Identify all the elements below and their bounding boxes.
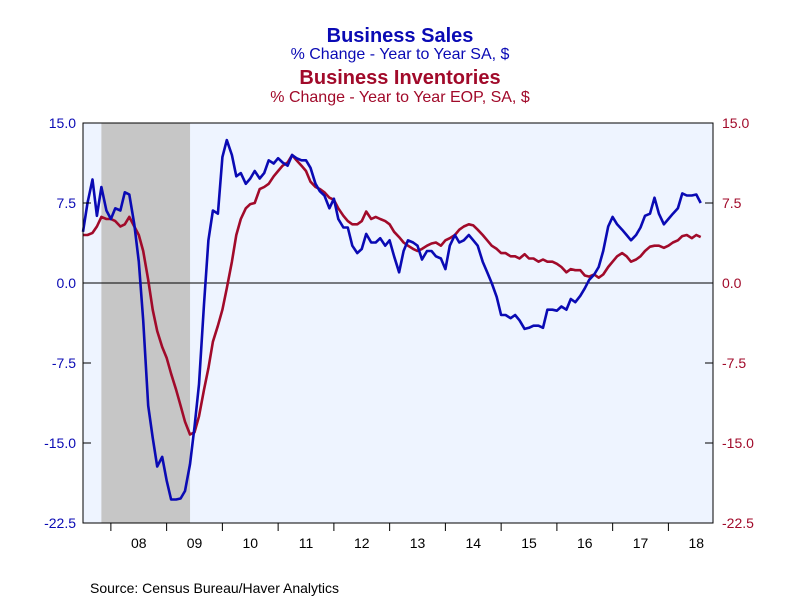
inventories-title: Business Inventories: [299, 67, 500, 89]
x-tick-label: 18: [688, 535, 704, 551]
x-tick-label: 09: [187, 535, 203, 551]
x-tick-label: 12: [354, 535, 370, 551]
inventories-line: [83, 153, 702, 436]
right-tick-label: 0.0: [722, 275, 742, 291]
left-tick-label: -22.5: [44, 515, 76, 531]
right-tick-label: -15.0: [722, 435, 754, 451]
recession-shade: [101, 123, 191, 523]
inventories-subtitle: % Change - Year to Year EOP, SA, $: [270, 89, 530, 106]
x-tick-label: 16: [577, 535, 593, 551]
series-layer: [81, 138, 702, 501]
sales-line: [81, 138, 702, 501]
left-tick-label: -7.5: [52, 355, 76, 371]
right-axis: 15.0 7.5 0.0 -7.5 -15.0 -22.5: [705, 115, 754, 531]
sales-subtitle: % Change - Year to Year SA, $: [291, 46, 510, 63]
x-tick-label: 08: [131, 535, 147, 551]
source-note: Source: Census Bureau/Haver Analytics: [90, 580, 339, 596]
right-tick-label: -22.5: [722, 515, 754, 531]
left-tick-label: 15.0: [49, 115, 76, 131]
left-tick-label: 0.0: [57, 275, 77, 291]
plot-frame: [82, 122, 714, 524]
x-tick-label: 17: [633, 535, 649, 551]
sales-title: Business Sales: [327, 25, 474, 47]
right-tick-label: 15.0: [722, 115, 749, 131]
x-tick-label: 15: [521, 535, 537, 551]
left-tick-label: -15.0: [44, 435, 76, 451]
right-tick-label: 7.5: [722, 195, 742, 211]
right-tick-label: -7.5: [722, 355, 746, 371]
x-tick-label: 11: [299, 535, 314, 551]
x-tick-label: 13: [410, 535, 426, 551]
x-tick-label: 10: [242, 535, 258, 551]
x-axis: 08 09 10 11 12 13 14 15 16 17 18: [110, 523, 704, 551]
left-tick-label: 7.5: [57, 195, 77, 211]
x-tick-label: 14: [465, 535, 481, 551]
plot-area: [81, 122, 714, 524]
left-axis: 15.0 7.5 0.0 -7.5 -15.0 -22.5: [44, 115, 91, 531]
